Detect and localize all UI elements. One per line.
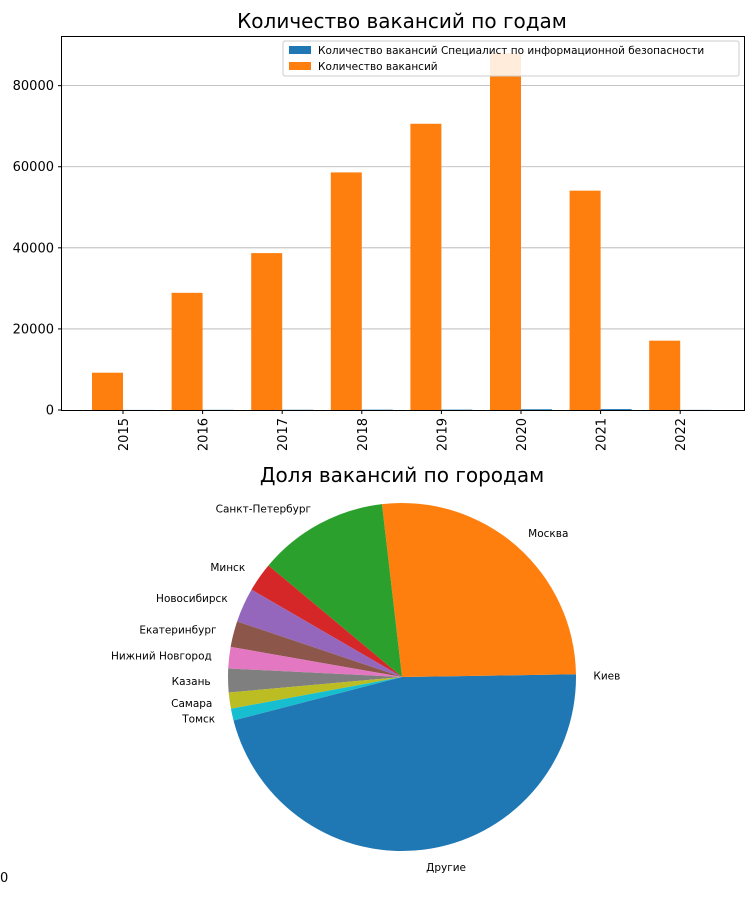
bar-chart-title: Количество вакансий по годам: [237, 9, 567, 33]
pie-slice-label: Другие: [426, 862, 466, 874]
legend-swatch-total: [289, 62, 311, 70]
pie-slice: [228, 668, 402, 693]
x-tick-label: 2022: [674, 418, 689, 451]
bar-total-vacancies: [171, 292, 203, 410]
pie-slice-label: Самара: [171, 698, 212, 710]
x-tick-label: 2020: [515, 418, 530, 451]
bar-y-ticks: 0 20000 40000 60000 80000: [13, 79, 62, 419]
bar-marks: [92, 53, 712, 410]
x-tick-label: 2016: [197, 418, 212, 451]
bar-total-vacancies: [490, 53, 521, 410]
x-tick-label: 2019: [435, 418, 450, 451]
pie-slice: [233, 677, 576, 851]
pie-slice-label: Казань: [172, 676, 211, 688]
pie-slice: [230, 677, 402, 721]
legend-label-infosec: Количество вакансий Специалист по информ…: [318, 45, 704, 57]
pie-slice: [268, 504, 402, 677]
pie-slice-label: Томск: [181, 713, 215, 725]
bar-infosec-vacancies: [521, 409, 552, 410]
pie-slice-label: Санкт-Петербург: [216, 504, 311, 516]
bar-total-vacancies: [649, 340, 681, 410]
bar-total-vacancies: [330, 172, 362, 410]
pie-slice-label: Киев: [593, 670, 620, 682]
pie-slice-label: Нижний Новгород: [111, 651, 212, 663]
x-tick-label: 2018: [356, 418, 371, 451]
pie-slice: [230, 621, 402, 677]
pie-slice-label: Москва: [528, 528, 568, 540]
y-tick-label: 60000: [13, 160, 54, 175]
pie-slice: [237, 589, 402, 677]
x-tick-label: 2017: [276, 418, 291, 451]
legend-swatch-infosec: [289, 46, 311, 54]
y-tick-label: 40000: [13, 241, 54, 256]
legend-label-total: Количество вакансий: [318, 61, 438, 73]
pie-slice: [402, 674, 576, 677]
pie-slice-label: Минск: [210, 562, 245, 574]
bar-x-ticks: 2015 2016 2017 2018 2019 2020 2021 2022: [117, 410, 689, 451]
bar-total-vacancies: [569, 190, 601, 410]
pie-chart: Доля вакансий по городам Киев Москва Санкт…: [111, 463, 620, 874]
bar-gridlines: [62, 85, 744, 330]
pie-slice: [251, 565, 402, 677]
bar-infosec-vacancies: [600, 409, 632, 410]
x-tick-label: 2015: [117, 418, 132, 451]
bar-total-vacancies: [410, 123, 442, 410]
pie-slice: [228, 677, 402, 709]
pie-slice: [381, 503, 576, 677]
bar-plot-frame: [61, 36, 745, 411]
stray-tick-label: 0: [0, 871, 9, 886]
x-tick-label: 2021: [595, 418, 610, 451]
bar-total-vacancies: [251, 253, 283, 410]
pie-slice-label: Екатеринбург: [139, 625, 216, 637]
y-tick-label: 0: [46, 404, 54, 419]
bar-chart: Количество вакансий по годам 0 20000 40000…: [13, 9, 745, 451]
pie-labels: Киев Москва Санкт-Петербург Минск Новосибирс…: [111, 504, 620, 874]
pie-slice-label: Новосибирск: [156, 593, 228, 605]
bar-total-vacancies: [92, 372, 123, 410]
pie-slice: [228, 646, 402, 677]
legend-frame: [282, 40, 740, 77]
pie-chart-title: Доля вакансий по городам: [260, 463, 544, 487]
y-tick-label: 80000: [13, 79, 54, 94]
y-tick-label: 20000: [13, 322, 54, 337]
pie-slices: [228, 503, 576, 851]
bar-legend: Количество вакансий Специалист по информ…: [282, 40, 740, 77]
